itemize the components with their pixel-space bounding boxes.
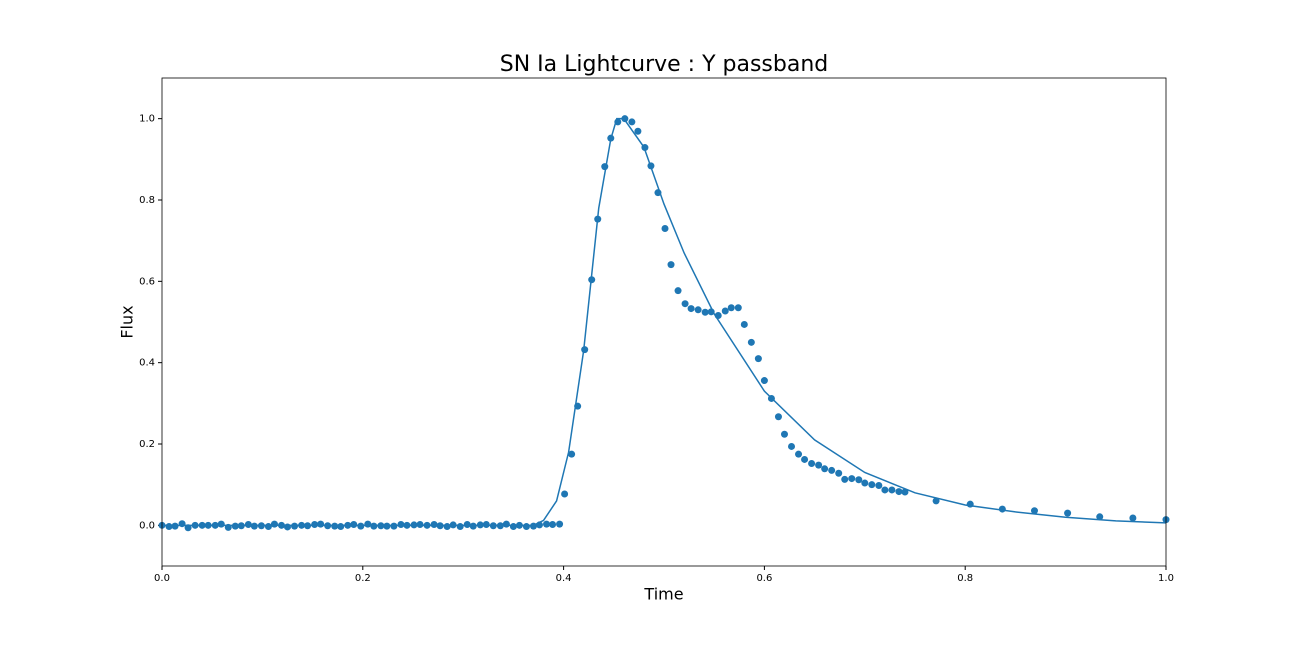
data-point — [364, 520, 372, 528]
data-point — [674, 287, 682, 295]
line — [162, 117, 1167, 527]
data-point — [463, 521, 471, 529]
data-point — [1096, 513, 1104, 521]
data-point — [760, 377, 768, 385]
data-point — [661, 224, 669, 232]
data-point — [469, 522, 477, 530]
x-tick-label: 1.0 — [1158, 573, 1174, 584]
data-point — [568, 450, 576, 458]
data-point — [231, 522, 239, 530]
data-point — [687, 305, 695, 313]
data-point — [932, 497, 940, 505]
data-point — [509, 523, 517, 531]
data-point — [217, 520, 225, 528]
data-point — [331, 522, 339, 530]
data-point — [734, 304, 742, 312]
data-point — [543, 520, 551, 528]
data-point — [754, 355, 762, 363]
x-tick-label: 0.8 — [957, 573, 973, 584]
data-point — [561, 490, 569, 498]
data-point — [1030, 507, 1038, 515]
data-point — [171, 522, 179, 530]
data-point — [895, 488, 903, 496]
data-point — [244, 521, 252, 529]
data-point — [667, 261, 675, 269]
data-point — [821, 465, 829, 473]
data-point — [549, 521, 557, 529]
chart-title: SN Ia Lightcurve : Y passband — [500, 52, 828, 77]
data-point — [1129, 514, 1137, 522]
data-point — [390, 522, 398, 530]
y-tick-label: 0.8 — [139, 195, 155, 206]
data-point — [350, 521, 358, 529]
data-point — [628, 118, 636, 126]
data-point — [681, 300, 689, 308]
data-point — [747, 338, 755, 346]
data-point — [861, 479, 869, 487]
data-point — [780, 430, 788, 438]
data-point — [808, 460, 816, 468]
y-tick-label: 1.0 — [139, 114, 155, 125]
data-point — [430, 521, 438, 529]
y-tick-label: 0.2 — [139, 439, 155, 450]
data-point — [841, 475, 849, 483]
data-point — [264, 523, 272, 531]
data-point — [482, 521, 490, 529]
data-point — [774, 413, 782, 421]
data-point — [317, 520, 325, 528]
data-point — [875, 481, 883, 489]
x-axis-label: Time — [643, 585, 683, 604]
data-point — [621, 115, 629, 123]
plot-frame — [161, 77, 1167, 567]
data-point — [881, 486, 889, 494]
data-point — [795, 450, 803, 458]
data-point — [284, 523, 291, 531]
data-point — [178, 520, 186, 528]
data-point — [250, 522, 258, 530]
data-point — [835, 469, 843, 477]
data-point — [855, 476, 863, 484]
data-point — [370, 522, 378, 530]
data-point — [721, 307, 729, 315]
data-point — [828, 466, 836, 474]
data-point — [291, 522, 299, 530]
data-point — [694, 306, 702, 314]
data-point — [311, 521, 319, 529]
data-point — [848, 475, 856, 483]
data-point — [165, 523, 173, 531]
data-point — [383, 522, 391, 530]
data-point — [888, 486, 896, 494]
data-point — [456, 523, 464, 531]
data-point — [601, 163, 609, 171]
data-point — [397, 521, 405, 529]
data-point — [1064, 509, 1072, 517]
x-tick-label: 0.2 — [355, 573, 371, 584]
data-point — [634, 127, 642, 135]
x-tick-label: 0.0 — [154, 573, 170, 584]
data-point — [416, 521, 424, 529]
x-tick-label: 0.6 — [756, 573, 772, 584]
data-point — [740, 320, 748, 328]
y-tick-label: 0.0 — [139, 520, 155, 531]
y-tick-label: 0.6 — [139, 276, 155, 287]
data-point — [357, 522, 365, 530]
x-tick-label: 0.4 — [556, 573, 572, 584]
data-point — [868, 481, 876, 489]
data-point — [815, 461, 823, 469]
data-point — [701, 308, 709, 316]
data-point — [556, 520, 564, 528]
data-point — [270, 520, 278, 528]
data-point — [727, 304, 735, 312]
data-point — [443, 523, 451, 531]
y-tick-label: 0.4 — [139, 358, 155, 369]
data-point — [502, 520, 510, 528]
y-axis-label: Flux — [118, 305, 137, 338]
data-point — [801, 455, 809, 463]
data-point — [788, 442, 796, 450]
data-point — [337, 523, 345, 531]
data-point — [522, 523, 530, 531]
